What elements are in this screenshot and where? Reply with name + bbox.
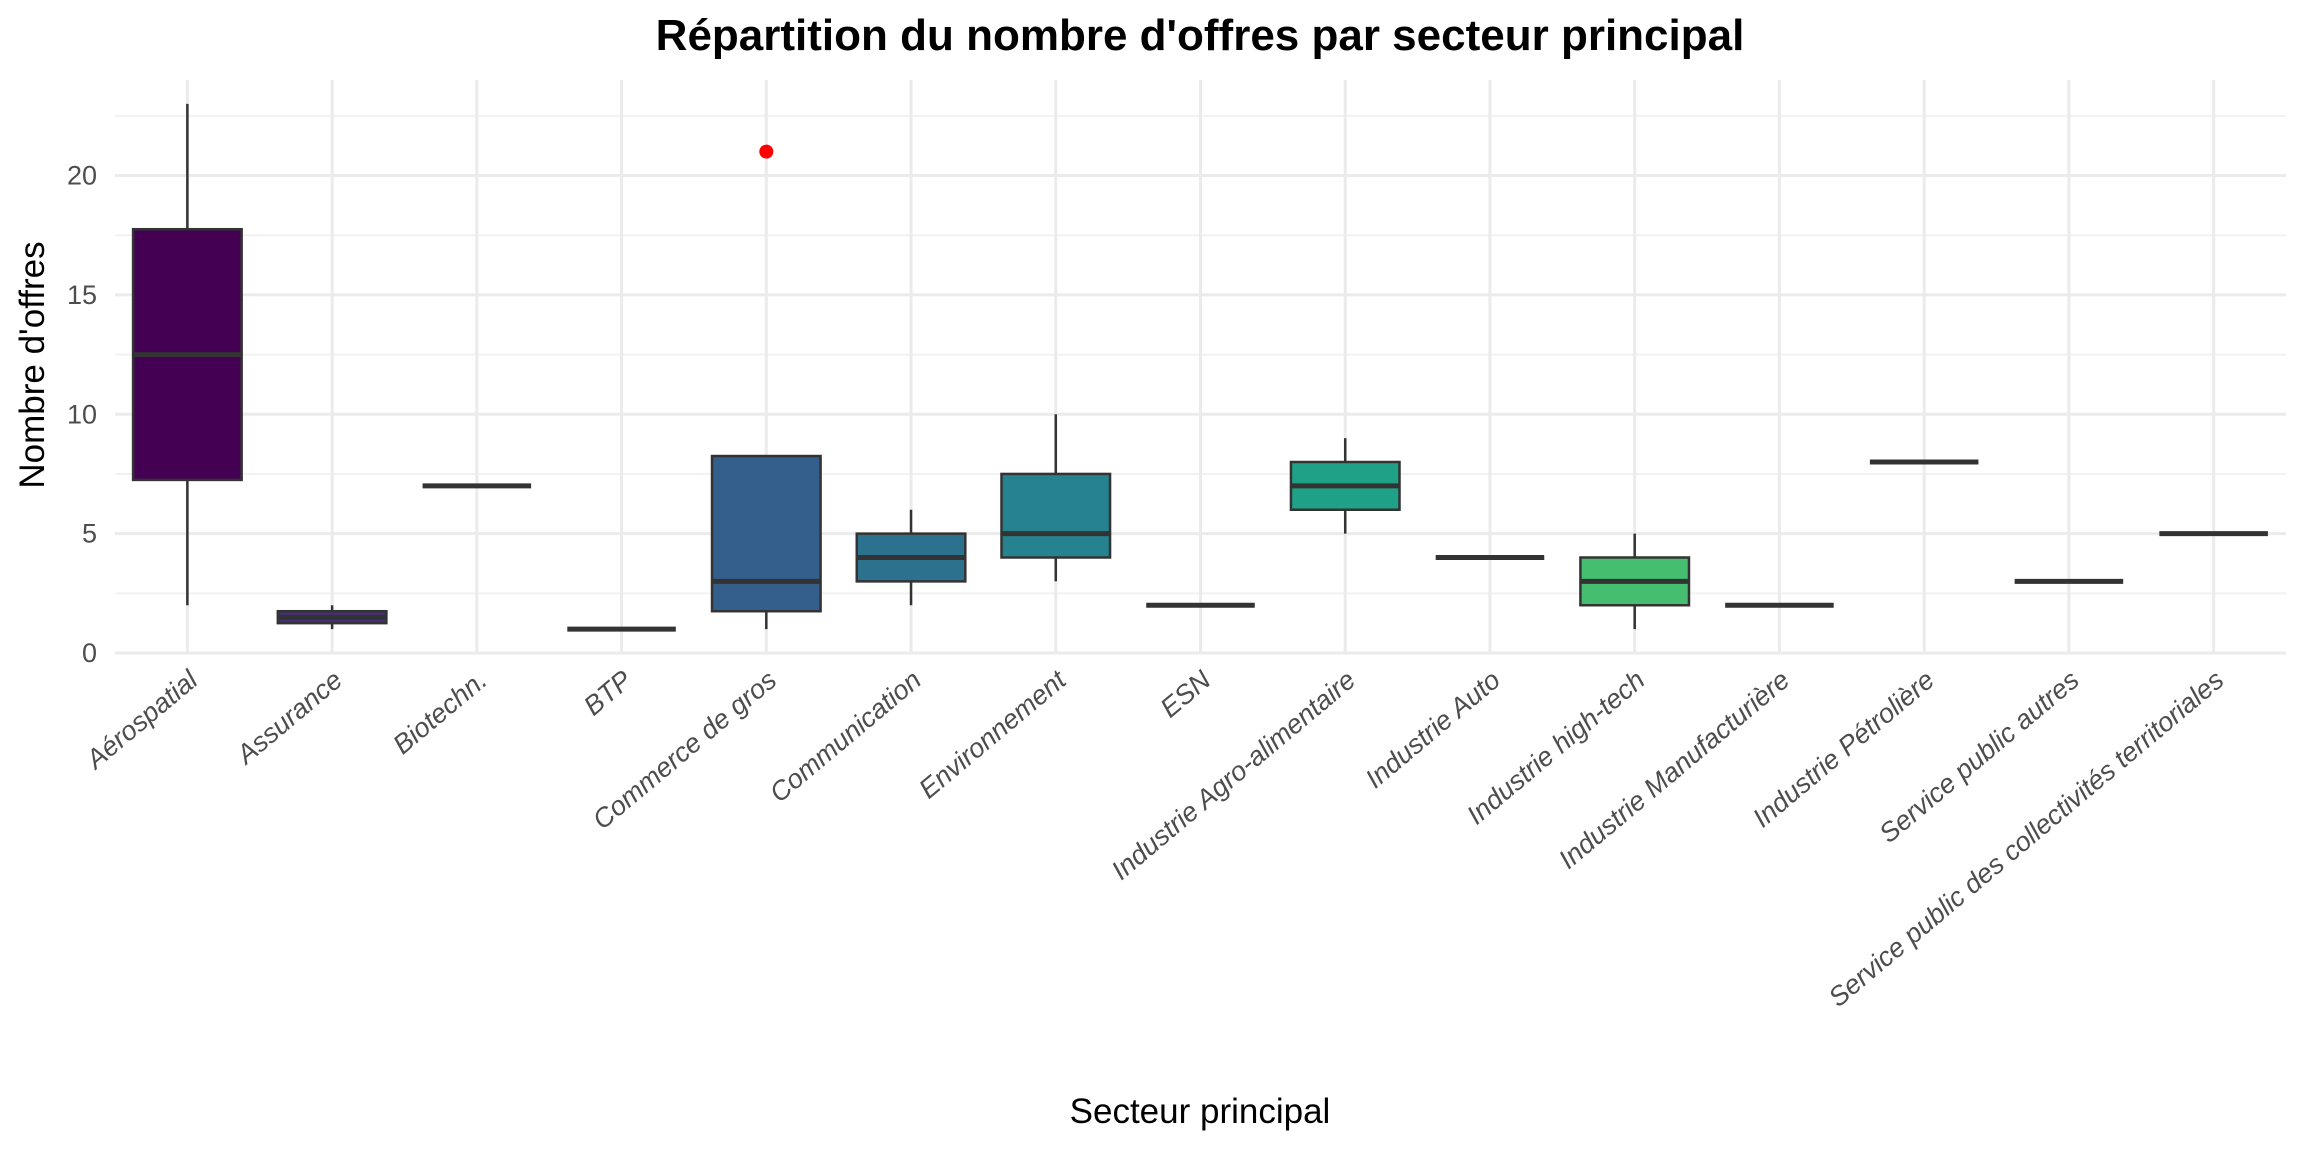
x-tick-label: Biotechn. — [387, 665, 493, 760]
y-tick-label: 20 — [67, 161, 97, 191]
boxplot-8 — [1289, 438, 1401, 534]
boxplot-4 — [710, 144, 822, 630]
y-axis-title: Nombre d'offres — [13, 241, 52, 488]
x-tick-label: Communication — [764, 665, 927, 809]
x-tick-label: Assurance — [229, 665, 348, 771]
grid-layer — [115, 80, 2286, 655]
boxplot-5 — [855, 509, 967, 606]
y-tick-label: 15 — [67, 280, 97, 310]
x-tick-label: Aérospatial — [79, 664, 204, 776]
boxplot-0 — [131, 103, 243, 606]
box-iqr — [710, 454, 822, 613]
x-tick-label: BTP — [578, 665, 638, 722]
y-tick-label: 5 — [82, 519, 97, 549]
x-tick-label: Industrie Auto — [1360, 665, 1506, 794]
x-tick-label: ESN — [1155, 664, 1217, 723]
y-tick-label: 0 — [82, 638, 97, 668]
box-iqr — [1000, 472, 1112, 559]
boxplot-10 — [1579, 533, 1691, 630]
outlier-point — [759, 144, 774, 159]
x-axis-ticks: Aérospatial Assurance Biotechn. BTPCommerce… — [79, 664, 2230, 1013]
y-axis-ticks: 0 5 10 15 20 — [67, 161, 97, 669]
x-tick-label: Environnement — [913, 664, 1073, 805]
chart-title: Répartition du nombre d'offres par secte… — [656, 11, 1745, 60]
y-tick-label: 10 — [67, 399, 97, 429]
boxplot-1 — [276, 605, 388, 630]
boxes-layer — [131, 103, 2268, 632]
x-tick-label: Industrie Manufacturière — [1553, 665, 1795, 875]
x-tick-label: Industrie Agro-alimentaire — [1106, 665, 1361, 886]
boxplot-6 — [1000, 414, 1112, 582]
x-axis-title: Secteur principal — [1070, 1092, 1331, 1131]
